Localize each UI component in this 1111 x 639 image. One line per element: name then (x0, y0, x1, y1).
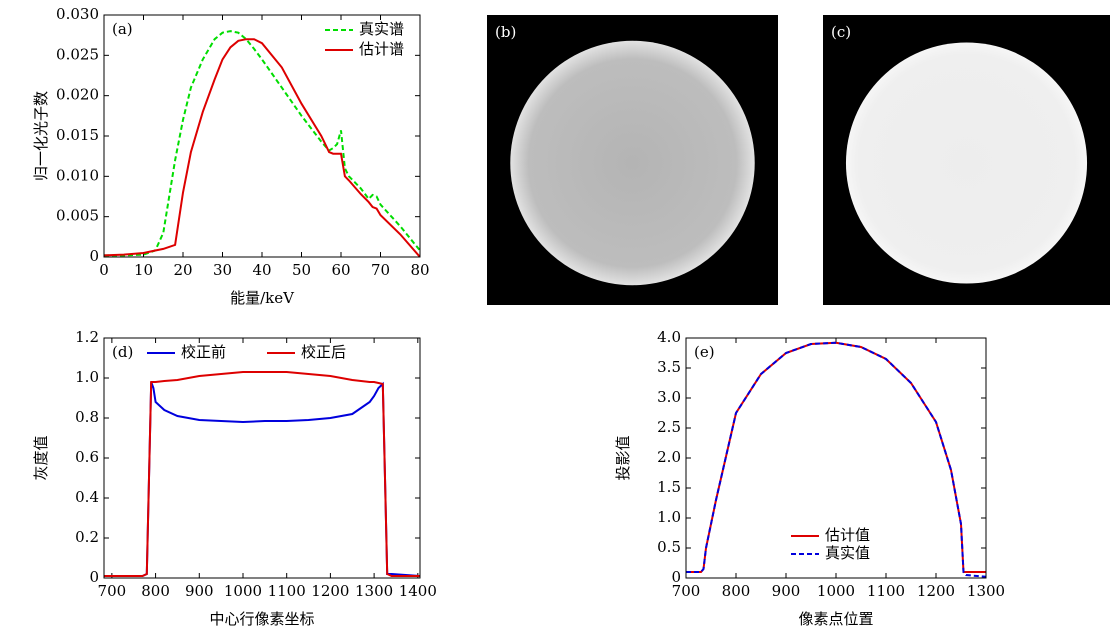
y-tick-label: 3.0 (657, 388, 681, 406)
y-tick-label: 3.5 (657, 358, 681, 376)
y-tick-label: 0.6 (75, 448, 99, 466)
y-tick-label: 1.5 (657, 478, 681, 496)
x-tick-label: 1300 (967, 582, 1005, 600)
x-tick-label: 70 (371, 261, 390, 279)
y-tick-label: 4.0 (657, 328, 681, 346)
x-tick-label: 1000 (817, 582, 855, 600)
x-tick-label: 40 (252, 261, 271, 279)
y-tick-label: 0 (89, 568, 99, 586)
x-tick-label: 20 (173, 261, 192, 279)
panel-label: (d) (112, 343, 133, 361)
x-tick-label: 1100 (268, 582, 306, 600)
legend-label: 估计值 (825, 526, 870, 544)
x-tick-label: 30 (213, 261, 232, 279)
x-tick-label: 1000 (224, 582, 262, 600)
y-tick-label: 0.4 (75, 488, 99, 506)
y-tick-label: 0 (671, 568, 681, 586)
x-tick-label: 900 (772, 582, 801, 600)
legend-label: 真实谱 (359, 20, 404, 38)
legend-label: 校正后 (301, 343, 346, 361)
panel-label: (a) (112, 20, 133, 38)
x-axis-label: 像素点位置 (798, 610, 873, 628)
y-tick-label: 0.2 (75, 528, 99, 546)
y-tick-label: 1.0 (657, 508, 681, 526)
x-tick-label: 1400 (399, 582, 437, 600)
x-tick-label: 1100 (867, 582, 905, 600)
x-axis-label: 能量/keV (230, 289, 295, 307)
y-tick-label: 0.8 (75, 408, 99, 426)
y-tick-label: 0.020 (56, 86, 99, 104)
legend-label: 估计谱 (359, 40, 404, 58)
x-tick-label: 800 (722, 582, 751, 600)
x-tick-label: 60 (331, 261, 350, 279)
y-tick-label: 2.5 (657, 418, 681, 436)
x-tick-label: 1300 (355, 582, 393, 600)
panel-label: (c) (831, 23, 851, 41)
series-line (104, 39, 420, 257)
x-tick-label: 900 (185, 582, 214, 600)
y-axis-label: 投影值 (614, 435, 632, 480)
phantom-disc (846, 42, 1087, 283)
x-tick-label: 1200 (917, 582, 955, 600)
x-tick-label: 700 (98, 582, 127, 600)
x-tick-label: 0 (99, 261, 109, 279)
phantom-disc (510, 41, 754, 285)
y-tick-label: 0.5 (657, 538, 681, 556)
y-tick-label: 2.0 (657, 448, 681, 466)
y-tick-label: 0.015 (56, 126, 99, 144)
legend-label: 校正前 (181, 343, 226, 361)
x-tick-label: 1200 (311, 582, 349, 600)
x-tick-label: 800 (141, 582, 170, 600)
figure: 0102030405060708000.0050.0100.0150.0200.… (0, 0, 1111, 635)
y-axis-label: 归一化光子数 (32, 91, 50, 181)
y-tick-label: 0 (89, 247, 99, 265)
panel-label: (b) (495, 23, 516, 41)
series-line (104, 372, 420, 576)
panel-label: (e) (694, 343, 715, 361)
y-tick-label: 0.025 (56, 45, 99, 63)
series-line (104, 31, 420, 255)
x-tick-label: 50 (292, 261, 311, 279)
y-tick-label: 0.005 (56, 207, 99, 225)
y-axis-label: 灰度值 (32, 435, 50, 480)
x-tick-label: 80 (410, 261, 429, 279)
y-tick-label: 1.0 (75, 368, 99, 386)
y-tick-label: 0.010 (56, 166, 99, 184)
y-tick-label: 1.2 (75, 328, 99, 346)
plot-frame (104, 338, 420, 578)
x-tick-label: 10 (134, 261, 153, 279)
x-axis-label: 中心行像素坐标 (209, 610, 314, 628)
legend-label: 真实值 (825, 544, 870, 562)
y-tick-label: 0.030 (56, 5, 99, 23)
